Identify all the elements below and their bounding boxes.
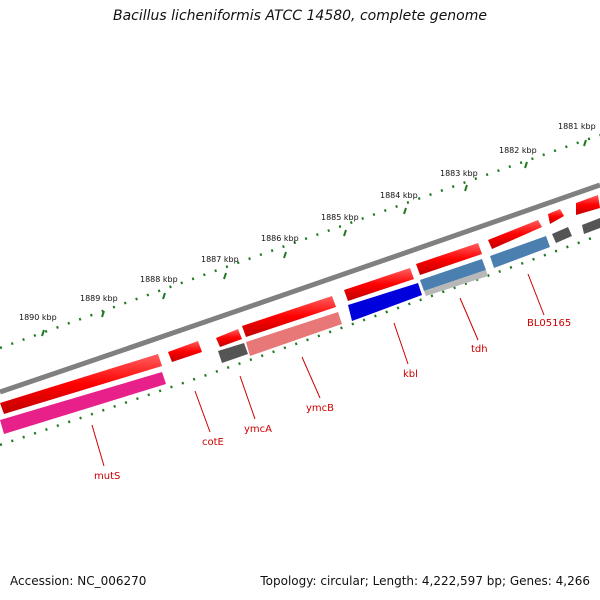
gene-bl05165[interactable] xyxy=(490,236,550,268)
gene-forward[interactable] xyxy=(216,329,242,347)
gene-ymca[interactable] xyxy=(218,343,248,363)
kbp-label: 1887 kbp xyxy=(201,255,239,264)
kbp-label: 1890 kbp xyxy=(19,313,57,322)
gene-forward[interactable] xyxy=(242,296,336,337)
inner-tick-track xyxy=(0,233,600,447)
gene-reverse[interactable] xyxy=(582,218,600,234)
gene-label-muts: mutS xyxy=(94,471,120,482)
gene-leader-lines xyxy=(91,273,545,467)
gene-kbl[interactable] xyxy=(348,283,422,321)
gene-labels: BL05165 tdh kbl ymcB ymcA cotE mutS xyxy=(94,318,571,482)
scale-labels: 1881 kbp 1882 kbp 1883 kbp 1884 kbp 1885… xyxy=(19,122,596,322)
kbp-label: 1882 kbp xyxy=(499,146,537,155)
gene-forward[interactable] xyxy=(344,268,414,301)
kbp-label: 1885 kbp xyxy=(321,213,359,222)
kbp-label: 1889 kbp xyxy=(80,294,118,303)
gene-label-cote: cotE xyxy=(202,437,224,448)
gene-forward[interactable] xyxy=(0,354,162,414)
gene-muts[interactable] xyxy=(0,372,166,434)
kbp-label: 1881 kbp xyxy=(558,122,596,131)
accession-text: Accession: NC_006270 xyxy=(10,574,147,588)
gene-forward[interactable] xyxy=(168,341,202,362)
gene-label-tdh: tdh xyxy=(471,344,488,355)
forward-genes xyxy=(0,195,600,414)
gene-forward[interactable] xyxy=(488,220,542,249)
gene-label-ymcb: ymcB xyxy=(306,403,334,414)
gene-tdh-shadow xyxy=(424,270,488,296)
gene-forward[interactable] xyxy=(548,209,564,224)
gene-label-ymca: ymcA xyxy=(244,424,272,435)
gene-label-kbl: kbl xyxy=(403,369,418,380)
major-ticks xyxy=(41,139,587,337)
gene-forward[interactable] xyxy=(416,243,482,275)
gene-ymcb[interactable] xyxy=(246,312,342,356)
gene-label-bl05165: BL05165 xyxy=(527,318,571,329)
reverse-genes xyxy=(0,218,600,434)
gene-tdh[interactable] xyxy=(420,259,486,291)
kbp-label: 1883 kbp xyxy=(440,169,478,178)
kbp-label: 1888 kbp xyxy=(140,275,178,284)
map-title: Bacillus licheniformis ATCC 14580, compl… xyxy=(113,8,487,24)
gene-forward[interactable] xyxy=(576,195,600,215)
gene-reverse[interactable] xyxy=(552,227,572,243)
kbp-label: 1884 kbp xyxy=(380,191,418,200)
genome-backbone xyxy=(0,182,600,395)
kbp-label: 1886 kbp xyxy=(261,234,299,243)
genome-summary: Topology: circular; Length: 4,222,597 bp… xyxy=(260,574,590,588)
